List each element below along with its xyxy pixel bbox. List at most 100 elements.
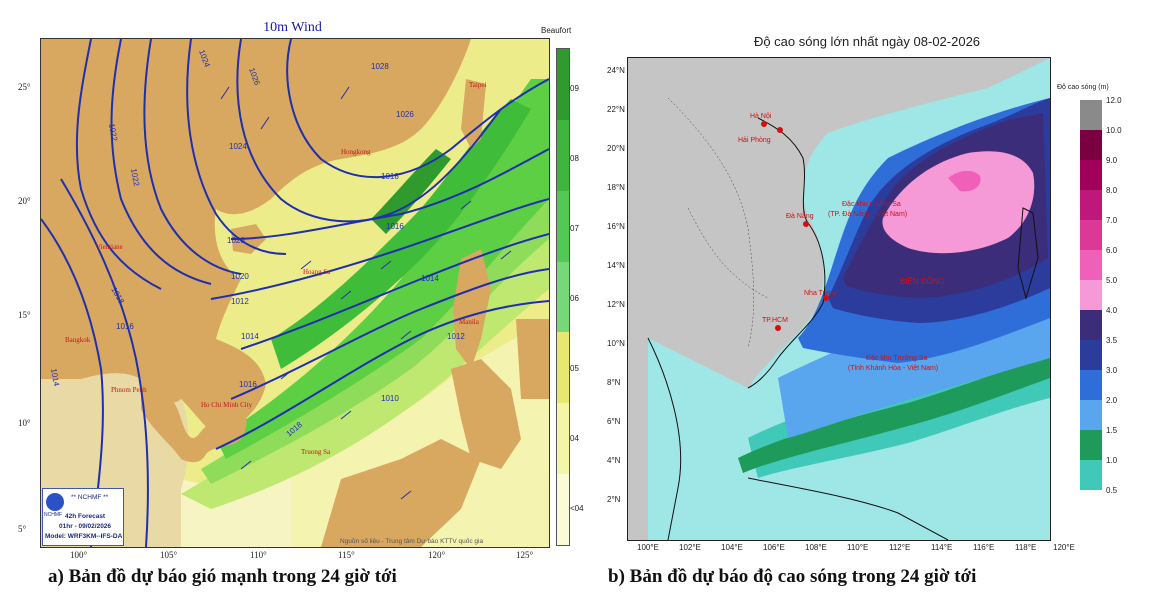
logo-text: NCHMF bbox=[44, 512, 63, 518]
place-label: Taipei bbox=[469, 81, 486, 89]
wave-scale-title: Độ cao sóng (m) bbox=[1057, 84, 1109, 91]
place-label: Đặc khu Trường Sa bbox=[866, 355, 928, 362]
philippines-islands bbox=[451, 359, 521, 469]
lat-label: 24°N bbox=[607, 66, 625, 75]
place-label: Phnom Penh bbox=[111, 386, 147, 394]
coastlines bbox=[647, 117, 1039, 540]
lon-label: 104°E bbox=[721, 543, 743, 552]
luzon-coastline bbox=[1017, 207, 1039, 300]
wind-barb bbox=[340, 410, 352, 420]
beaufort-label: 04 bbox=[570, 434, 579, 443]
wind-barb bbox=[500, 250, 512, 260]
wind-forecast-panel: 10m Wind bbox=[0, 0, 585, 560]
place-label: (Tỉnh Khánh Hòa - Việt Nam) bbox=[848, 364, 938, 372]
lat-label: 5° bbox=[18, 524, 27, 534]
isobar-label: 1012 bbox=[231, 297, 249, 306]
wave-map-graphic: Hà Nội Hải Phòng Đà Nẵng Nha Trang TP.HC… bbox=[628, 58, 1050, 540]
lon-label: 116°E bbox=[973, 543, 995, 552]
taiwan-island bbox=[461, 79, 486, 149]
wind-barb bbox=[300, 260, 312, 270]
lat-label: 20°N bbox=[607, 144, 625, 153]
border-line bbox=[667, 97, 755, 349]
lon-label: 112°E bbox=[889, 543, 911, 552]
isobar-labels: 1024 1026 1028 1026 1024 1022 1020 1018 … bbox=[49, 49, 465, 439]
scale-label: 6.0 bbox=[1106, 246, 1118, 255]
lat-label: 22°N bbox=[607, 105, 625, 114]
beaufort-label: <04 bbox=[570, 504, 584, 513]
wind-barb bbox=[280, 370, 292, 380]
isobar-line bbox=[210, 198, 549, 300]
malay-coastline bbox=[647, 337, 682, 540]
lon-label: 105° bbox=[160, 550, 178, 560]
beaufort-label: 07 bbox=[570, 224, 579, 233]
lat-label: 12°N bbox=[607, 300, 625, 309]
mainland-landmass bbox=[41, 39, 471, 435]
wave-scale-swatch bbox=[1080, 370, 1102, 400]
place-label: Manila bbox=[459, 318, 480, 326]
city-marker bbox=[823, 295, 829, 301]
isobar-label: 1020 bbox=[227, 236, 245, 245]
lon-label: 115° bbox=[338, 550, 355, 560]
wave-map-title: Độ cao sóng lớn nhất ngày 08-02-2026 bbox=[753, 34, 981, 49]
place-label: Hongkong bbox=[341, 148, 371, 156]
isobar-label: 1016 bbox=[239, 380, 257, 389]
isobar-label: 1028 bbox=[371, 62, 389, 71]
place-label: Truong Sa bbox=[301, 448, 331, 456]
isobar-label: 1014 bbox=[49, 368, 61, 388]
wave-band-5-6 bbox=[882, 151, 1035, 254]
scale-label: 3.5 bbox=[1106, 336, 1118, 345]
org-label: ** NCHMF ** bbox=[71, 494, 109, 501]
beaufort-label: 06 bbox=[570, 294, 579, 303]
isobar-line bbox=[60, 178, 149, 547]
place-labels: Hongkong Hoang Sa Manila Truong Sa Bangk… bbox=[65, 81, 486, 456]
isobar-line bbox=[110, 39, 212, 285]
wind-map-title: 10m Wind bbox=[263, 20, 322, 35]
wave-band-1-5-2 bbox=[738, 358, 1050, 473]
wave-band-6-7 bbox=[948, 170, 981, 192]
lon-label: 102°E bbox=[679, 543, 701, 552]
forecast-time: 01hr - 09/02/2026 bbox=[59, 523, 112, 530]
lat-label: 10°N bbox=[607, 339, 625, 348]
beaufort-label: 05 bbox=[570, 364, 579, 373]
place-label: BIỂN ĐÔNG bbox=[900, 277, 945, 286]
isobar-label: 1016 bbox=[116, 322, 134, 331]
lon-label: 110° bbox=[250, 550, 267, 560]
isobar-label: 1014 bbox=[241, 332, 259, 341]
lat-label: 15° bbox=[18, 310, 31, 320]
wave-scale-swatch bbox=[1080, 130, 1102, 160]
lat-label: 4°N bbox=[607, 456, 621, 465]
isobar-line bbox=[236, 39, 502, 223]
city-marker bbox=[761, 121, 767, 127]
isobar-label: 1010 bbox=[381, 394, 399, 403]
wave-place-labels: Hà Nội Hải Phòng Đà Nẵng Nha Trang TP.HC… bbox=[738, 113, 945, 372]
scale-label: 12.0 bbox=[1106, 96, 1122, 105]
wind-barb bbox=[380, 260, 392, 270]
isobar-line bbox=[41, 218, 104, 547]
borders bbox=[667, 97, 769, 349]
lon-label: 108°E bbox=[805, 543, 827, 552]
wave-scale-swatch bbox=[1080, 340, 1102, 370]
lon-label: 114°E bbox=[931, 543, 953, 552]
wave-scale-swatch bbox=[1080, 310, 1102, 340]
wave-scale-swatch bbox=[1080, 190, 1102, 220]
wind-forecast-map: 1024 1026 1028 1026 1024 1022 1020 1018 … bbox=[40, 38, 550, 548]
scale-label: 1.0 bbox=[1106, 456, 1118, 465]
caption-wave: b) Bản đồ dự báo độ cao sóng trong 24 gi… bbox=[608, 566, 977, 587]
wave-scale-swatch bbox=[1080, 160, 1102, 190]
lat-label: 10° bbox=[18, 418, 31, 428]
isobar-label: 1024 bbox=[229, 142, 247, 151]
lat-label: 6°N bbox=[607, 417, 621, 426]
wind-barb bbox=[240, 460, 252, 470]
lon-label: 100° bbox=[70, 550, 88, 560]
beaufort-color-bar bbox=[556, 48, 570, 546]
east-land bbox=[516, 319, 549, 399]
forecast-info-box: NCHMF ** NCHMF ** 42h Forecast 01hr - 09… bbox=[42, 488, 124, 546]
place-label: (TP. Đà Nẵng - Việt Nam) bbox=[828, 209, 907, 218]
wave-scale-swatch bbox=[1080, 250, 1102, 280]
lon-label: 120°E bbox=[1053, 543, 1075, 552]
lat-label: 14°N bbox=[607, 261, 625, 270]
scale-label: 1.5 bbox=[1106, 426, 1118, 435]
wave-scale-swatch bbox=[1080, 280, 1102, 310]
isobar-label: 1020 bbox=[231, 272, 249, 281]
place-label: Nha Trang bbox=[804, 290, 837, 297]
